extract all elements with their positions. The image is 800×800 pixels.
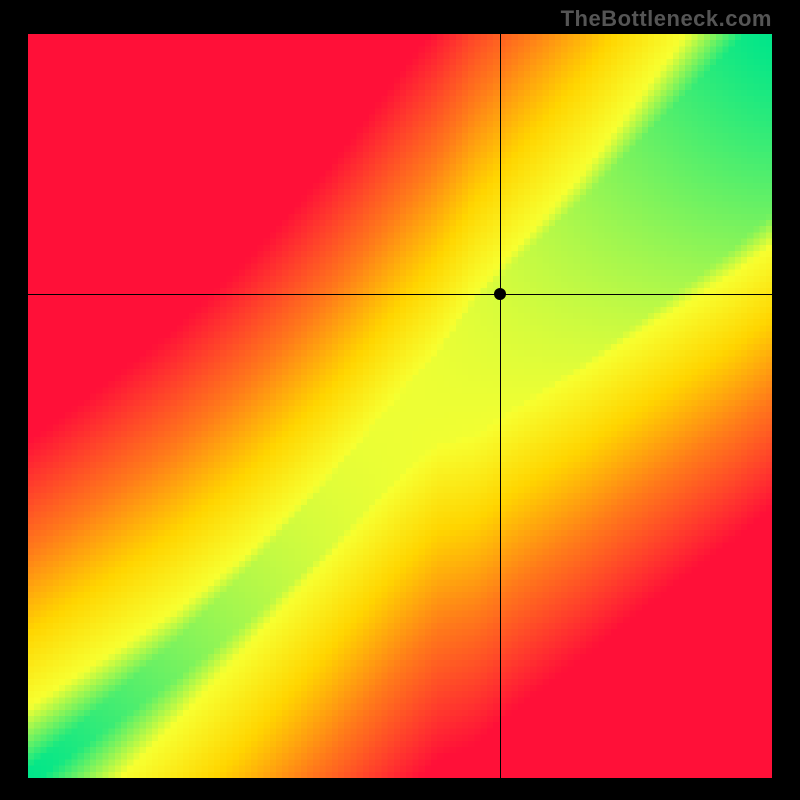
marker-dot	[494, 288, 506, 300]
heatmap-canvas	[28, 34, 772, 778]
crosshair-horizontal	[28, 294, 772, 296]
heatmap-plot	[28, 34, 772, 778]
crosshair-vertical	[500, 34, 502, 778]
watermark-text: TheBottleneck.com	[561, 6, 772, 32]
